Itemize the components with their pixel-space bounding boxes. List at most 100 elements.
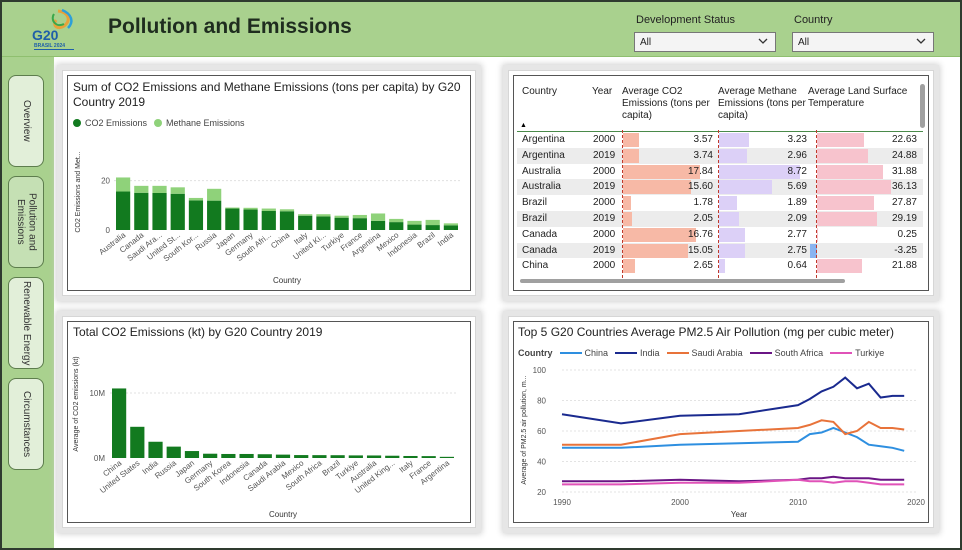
nav-overview-button[interactable]: Overview (8, 75, 44, 167)
bar-total-co2 (439, 456, 454, 458)
co2-methane-chart-card[interactable] (62, 70, 476, 296)
axis-divider-line (622, 130, 623, 278)
x-axis-label: Country (269, 510, 297, 519)
table-row[interactable]: Argentina 2000 3.57 3.23 22.63 (517, 132, 923, 148)
cell-year: 2000 (593, 197, 616, 209)
bar-co2 (170, 193, 185, 230)
co2-data-bar (623, 243, 689, 258)
x-tick-label: 1990 (553, 498, 571, 507)
bar-co2 (152, 193, 167, 230)
cell-year: 2000 (593, 134, 616, 145)
series-line-turkiye (562, 478, 905, 486)
bar-co2 (225, 208, 240, 230)
col-header-year[interactable]: Year (592, 86, 613, 97)
bar-methane (443, 223, 458, 226)
cell-year: 2000 (593, 228, 616, 240)
x-axis-label: Year (731, 510, 748, 519)
bar-total-co2 (257, 454, 272, 458)
cell-co2: 2.65 (693, 260, 713, 272)
cell-temperature: 21.88 (891, 260, 917, 272)
cell-year: 2019 (593, 212, 616, 224)
nav-renewable-energy-button[interactable]: Renewable Energy (8, 277, 44, 369)
col-header-country[interactable]: Country (522, 86, 558, 97)
bar-co2 (443, 225, 458, 230)
series-line-india (561, 376, 905, 425)
x-tick-label: 2020 (907, 498, 925, 507)
bar-total-co2 (239, 453, 254, 458)
bar-co2 (243, 209, 258, 230)
nav-pollution-emissions-button[interactable]: Pollution and Emissions (8, 176, 44, 268)
x-axis-label: Country (273, 276, 301, 285)
cell-methane: 0.64 (787, 260, 807, 272)
pm25-line-chart-card[interactable] (508, 316, 934, 528)
cell-methane: 8.72 (787, 165, 807, 177)
cell-country: Brazil (522, 197, 548, 209)
co2-data-bar (623, 148, 640, 163)
col-header-co2[interactable]: Average CO2 Emissions (tons per capita) (622, 86, 710, 121)
cell-year: 2000 (593, 260, 616, 272)
sort-ascending-icon[interactable]: ▲ (520, 122, 527, 129)
bar-co2 (279, 211, 295, 230)
nav-overview-label: Overview (20, 100, 32, 142)
cell-temperature: 36.13 (891, 181, 917, 193)
y-tick-label: 100 (533, 366, 547, 375)
cell-country: Brazil (522, 212, 548, 224)
methane-data-bar (719, 243, 745, 258)
series-line-south-africa (562, 475, 905, 483)
development-status-dropdown[interactable]: All (634, 32, 776, 52)
legend-methane-swatch (154, 119, 163, 127)
table-row[interactable]: Australia 2019 15.60 5.69 36.13 (517, 179, 923, 196)
legend-saudi-swatch (666, 352, 689, 354)
cell-temperature: 29.19 (891, 212, 917, 224)
co2-data-bar (623, 259, 635, 274)
bar-total-co2 (348, 455, 363, 458)
y-tick-label: 40 (537, 458, 546, 467)
table-row[interactable]: Canada 2000 16.76 2.77 0.25 (517, 227, 923, 243)
temperature-data-bar (817, 148, 869, 163)
legend-china-label: China (584, 348, 609, 358)
bar-methane (298, 214, 313, 216)
nav-circumstances-button[interactable]: Circumstances (8, 378, 44, 470)
table-row[interactable]: Brazil 2019 2.05 2.09 29.19 (517, 210, 923, 227)
bar-total-co2 (421, 456, 436, 458)
y-axis-label: CO2 Emissions and Met... (75, 151, 82, 232)
total-co2-bar-chart: 10M 0M Average of CO2 emissions (kt) Countr… (73, 356, 456, 519)
table-vertical-scrollbar[interactable] (920, 84, 925, 128)
col-header-methane[interactable]: Average Methane Emissions (tons per capi… (718, 86, 806, 121)
table-row[interactable]: China 2000 2.65 0.64 21.88 (517, 258, 923, 274)
bar-co2 (134, 192, 149, 230)
table-horizontal-scrollbar[interactable] (520, 279, 845, 283)
table-row[interactable]: Argentina 2019 3.74 2.96 24.88 (517, 147, 923, 164)
bar-methane (243, 207, 258, 210)
bar-total-co2 (275, 454, 291, 458)
methane-data-bar (719, 180, 773, 195)
legend-title: Country (518, 348, 553, 358)
bar-methane (425, 219, 440, 226)
table-row[interactable]: Canada 2019 15.05 2.75 -3.25 (517, 242, 923, 259)
cell-temperature: 0.25 (897, 228, 917, 240)
table-row[interactable]: Brazil 2000 1.78 1.89 27.87 (517, 195, 923, 211)
cell-temperature: 31.88 (891, 165, 917, 177)
y-tick-label: 0M (94, 454, 105, 463)
co2-data-bar (623, 180, 691, 195)
temperature-data-bar (817, 164, 883, 179)
table-row[interactable]: Australia 2000 17.84 8.72 31.88 (517, 164, 923, 180)
cell-temperature: 22.63 (891, 134, 917, 145)
bar-co2 (207, 200, 222, 230)
co2-data-bar (623, 164, 701, 179)
total-co2-chart-card[interactable] (62, 316, 476, 528)
legend-turkiye-swatch (830, 352, 853, 354)
country-dropdown[interactable]: All (792, 32, 934, 52)
series-line-saudi-arabia (562, 419, 905, 446)
legend-india-swatch (615, 352, 638, 354)
axis-divider-line (718, 130, 719, 278)
co2-data-bar (623, 133, 639, 147)
temperature-data-bar (817, 227, 818, 242)
bar-total-co2 (203, 453, 218, 458)
cell-year: 2000 (593, 165, 616, 177)
bar-co2 (389, 222, 404, 230)
col-header-temperature[interactable]: Average Land Surface Temperature (808, 86, 908, 109)
chart3-title: Top 5 G20 Countries Average PM2.5 Air Po… (518, 325, 894, 339)
methane-data-bar (719, 148, 747, 163)
